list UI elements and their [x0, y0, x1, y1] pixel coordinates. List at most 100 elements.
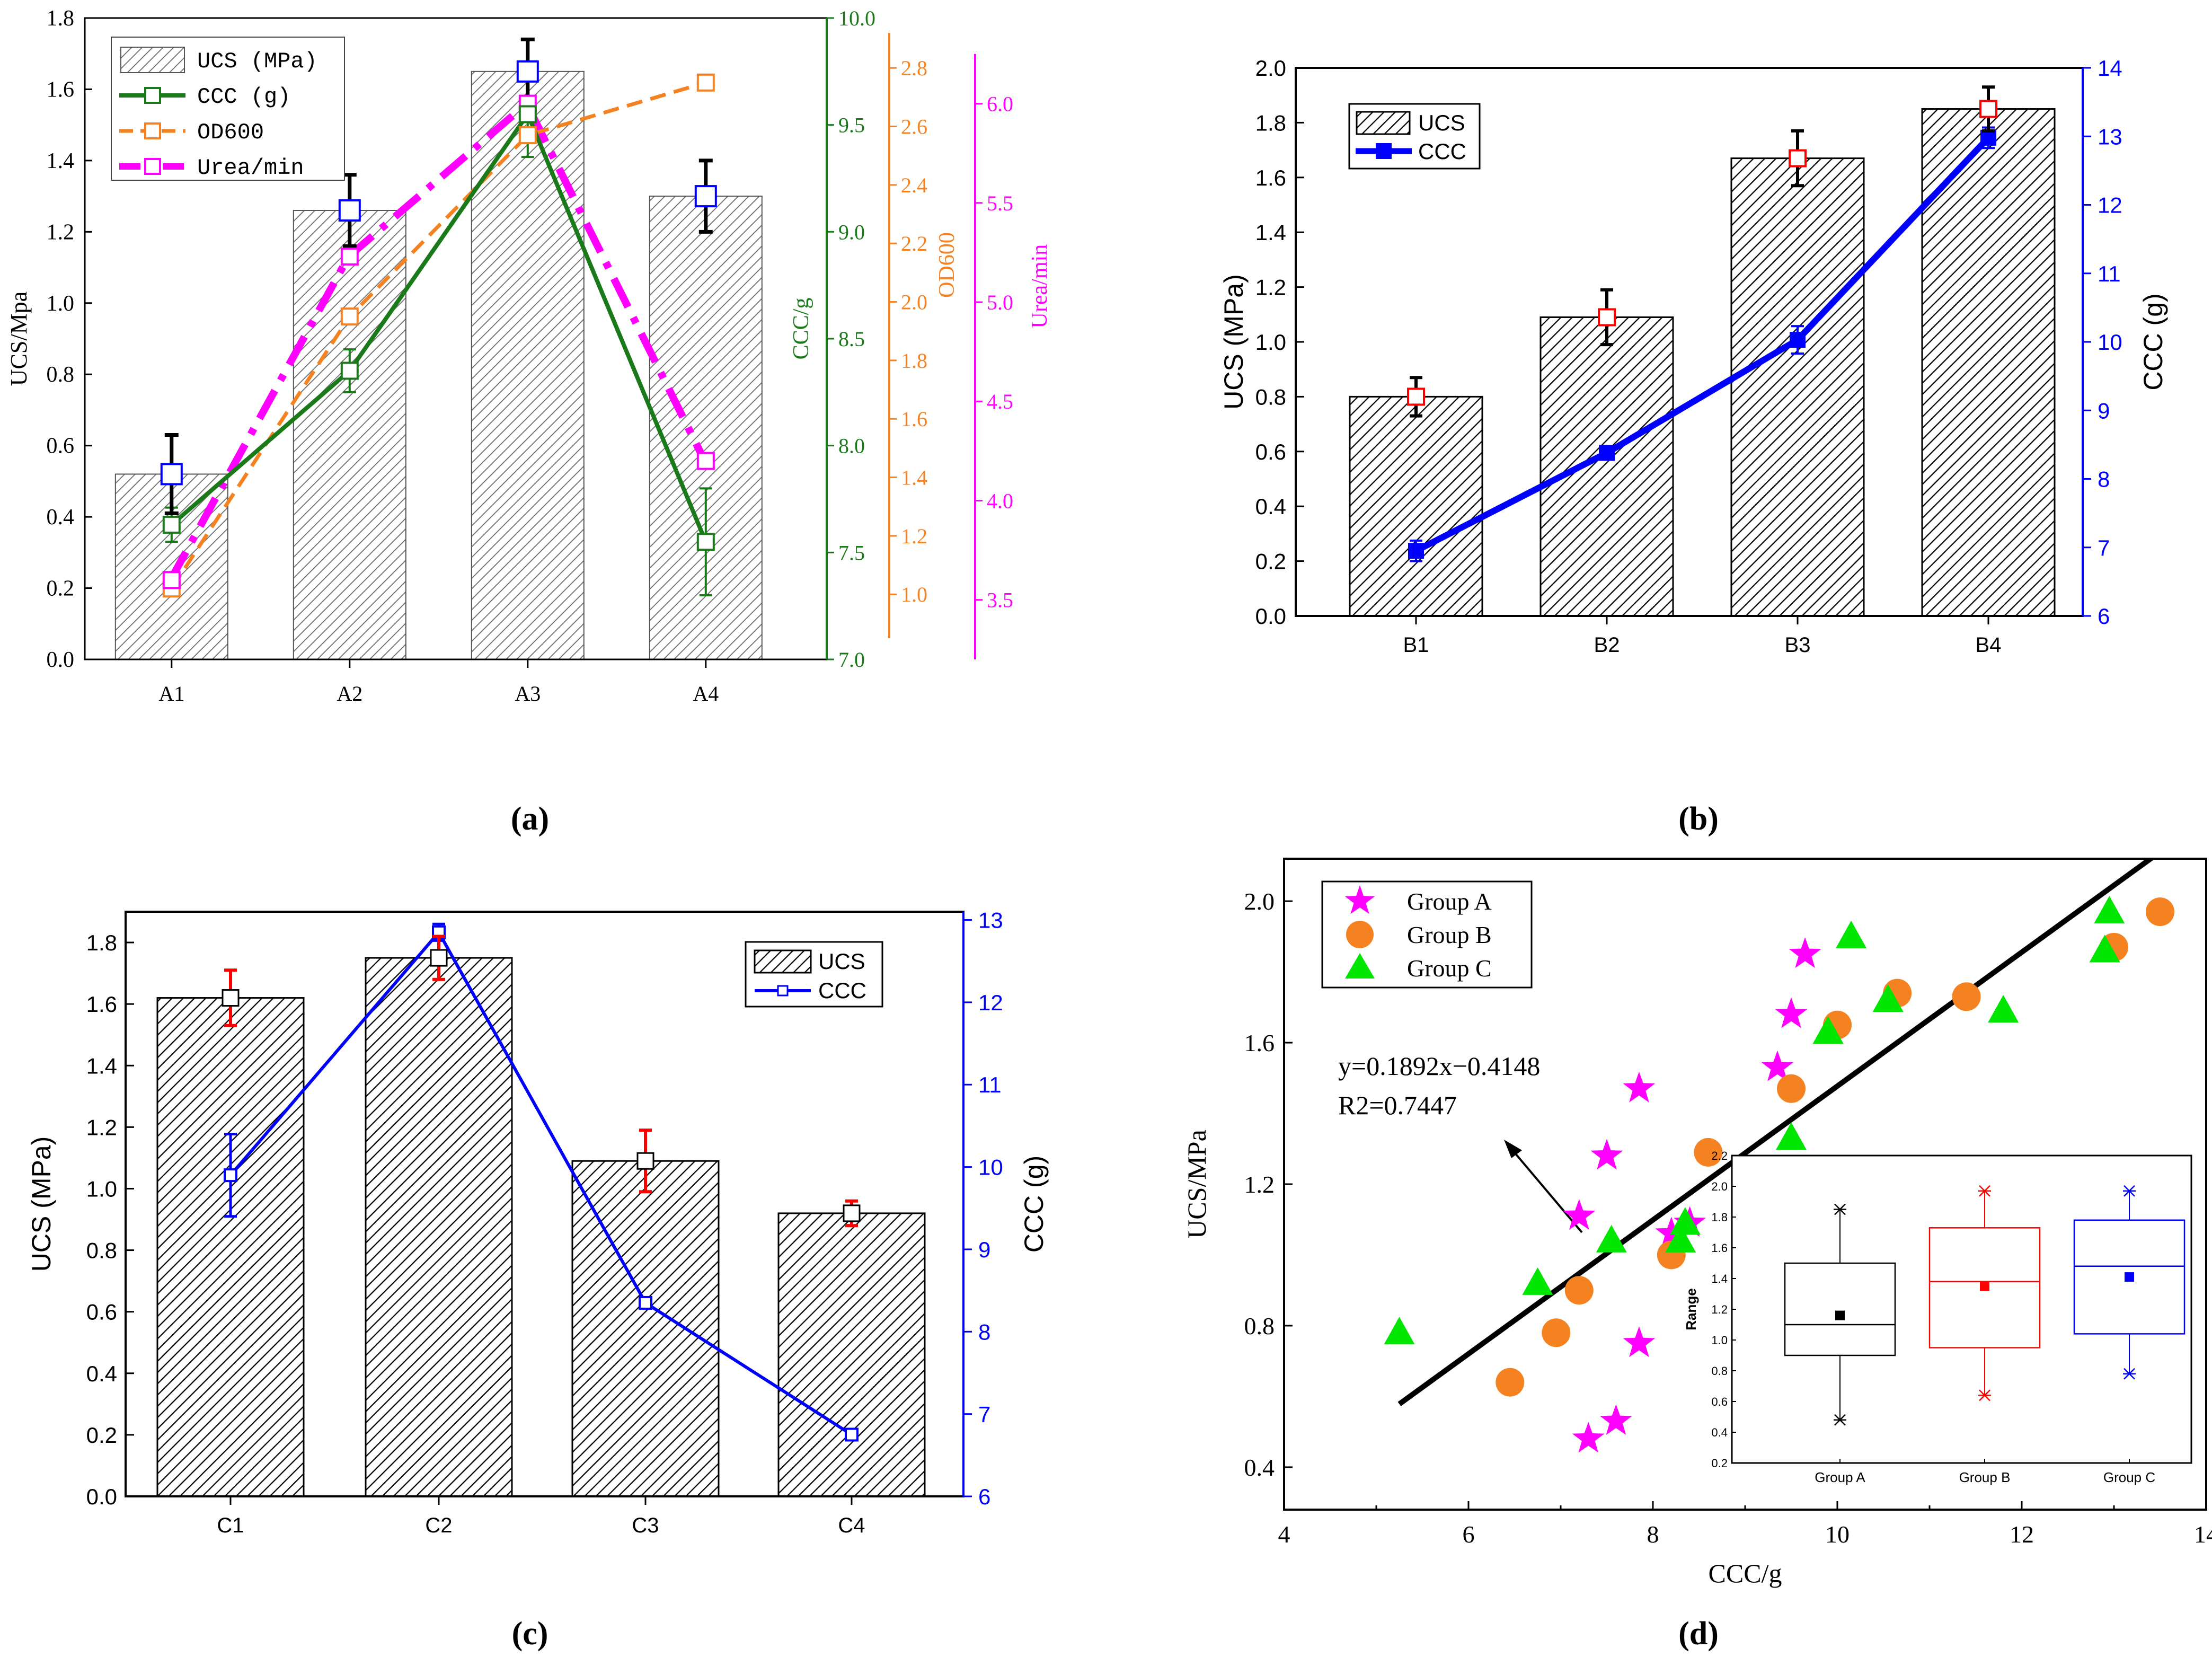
panel-a: 0.0 0.2 0.4 0.6 0.8 1.0 1.2 1.4 1.6 1.8 A1 A2 A3 A4 UC…: [6, 6, 1052, 837]
ccc-line: [229, 930, 853, 1436]
y2-tick-label: 10: [2098, 330, 2122, 355]
right-tick-label: 8.0: [838, 434, 865, 458]
x-tick-label: A3: [515, 682, 541, 706]
bar: [1921, 108, 2056, 617]
y-tick-label: 1.6: [1244, 1029, 1275, 1056]
y2-tick-label: 7: [2098, 535, 2110, 560]
legend: Group A Group B Group C: [1321, 880, 1533, 989]
group-b-point: [1694, 1138, 1723, 1167]
legend-label: UCS: [1418, 110, 1465, 135]
legend-marker: [1346, 921, 1374, 948]
group-c-point: [1669, 1207, 1701, 1235]
legend-marker: [1345, 953, 1375, 979]
ccc-marker: [340, 362, 359, 380]
ucs-marker: [694, 185, 717, 208]
right-tick-label: 9.0: [838, 220, 865, 244]
x-tick-label: A2: [337, 682, 362, 706]
y-tick-label: 1.2: [86, 1115, 117, 1140]
y-tick-label: 1.2: [47, 220, 75, 244]
y2-tick-label: 12: [978, 990, 1003, 1015]
right-tick-label: 2.0: [901, 290, 927, 314]
box: [1928, 1227, 2041, 1348]
legend-marker: [1376, 143, 1392, 159]
y-tick-label: 0.2: [1255, 549, 1286, 574]
x-tick-label: B1: [1403, 633, 1429, 657]
inset-y-tick-label: 2.2: [1711, 1149, 1728, 1162]
fit-r2: R2=0.7447: [1338, 1090, 1457, 1120]
group-b-point: [1564, 1276, 1594, 1305]
legend-marker: [777, 985, 789, 997]
ucs-marker: [222, 989, 240, 1007]
y2-tick-label: 8: [978, 1319, 990, 1344]
inset-y-tick-label: 0.2: [1711, 1457, 1728, 1470]
right-tick-label: 1.4: [901, 466, 927, 490]
legend-label: UCS (MPa): [197, 49, 317, 74]
ccc-marker: [845, 1427, 859, 1442]
annotation-arrow-head: [1504, 1140, 1522, 1158]
bar: [777, 1212, 926, 1497]
y-tick-label: 0.6: [86, 1300, 117, 1325]
group-a-point: [1599, 1404, 1632, 1435]
x-tick-label: B2: [1594, 633, 1620, 657]
od-line: [170, 81, 706, 590]
legend-label: UCS: [818, 949, 865, 974]
y-tick-label: 1.0: [47, 292, 75, 316]
y-tick-label: 0.0: [86, 1484, 117, 1509]
legend-marker: [144, 158, 161, 175]
inset-y-tick-label: 1.2: [1711, 1303, 1728, 1316]
bar: [1349, 395, 1483, 617]
y2-tick-label: 13: [978, 908, 1003, 933]
y-tick-label: 0.4: [47, 505, 75, 530]
y-tick-label: 0.6: [47, 434, 75, 459]
group-b-point: [1777, 1074, 1806, 1103]
y-tick-label: 1.8: [47, 6, 75, 31]
x-tick-label: B4: [1976, 633, 2002, 657]
inset-y-tick-label: 0.6: [1711, 1395, 1728, 1408]
group-a-point: [1775, 997, 1808, 1028]
y-tick-label: 1.6: [1255, 165, 1286, 190]
y-tick-label: 0.4: [1244, 1454, 1275, 1481]
x-tick-label: C1: [217, 1514, 244, 1537]
y2-tick-label: 12: [2098, 193, 2122, 218]
group-b-point: [2146, 897, 2174, 927]
ucs-marker: [516, 60, 539, 83]
group-c-point: [1596, 1224, 1627, 1253]
bar: [471, 70, 585, 660]
inset-x-tick-label: Group A: [1815, 1469, 1865, 1485]
right-tick-label: 1.0: [901, 583, 927, 606]
y-tick-label: 1.6: [47, 77, 75, 102]
right-tick-label: 3.5: [987, 588, 1013, 612]
bar: [1539, 316, 1674, 617]
x-tick-label: A1: [158, 682, 184, 706]
inset-y-tick-label: 0.4: [1711, 1426, 1728, 1439]
inset-boxplot: 0.2 0.4 0.6 0.8 1.0 1.2 1.4 1.6 1.8 2.0 2.2 Range Gr…: [1683, 1149, 2192, 1485]
legend-label: Group B: [1407, 921, 1492, 948]
y-tick-label: 1.8: [86, 930, 117, 955]
y-tick-label: 0.0: [47, 648, 75, 672]
y-axis-title: UCS/Mpa: [6, 292, 32, 386]
ccc-axis-title: CCC/g: [789, 298, 813, 360]
panel-d: 4 6 8 10 12 14 0.4 0.8 1.2 1.6 2.0 CCC/g UCS/MPa y=0.…: [1182, 858, 2212, 1652]
y-tick-label: 0.4: [1255, 494, 1286, 519]
y-tick-label: 1.2: [1255, 275, 1286, 300]
y-tick-label: 2.0: [1255, 56, 1286, 81]
ucs-marker: [1407, 387, 1425, 406]
ccc-marker: [1790, 332, 1806, 348]
ccc-marker: [518, 105, 537, 124]
y-axis-title: UCS (MPa): [26, 1136, 56, 1272]
x-tick-label: 8: [1647, 1521, 1659, 1548]
y2-tick-label: 6: [2098, 604, 2110, 629]
right-tick-label: 8.5: [838, 327, 865, 351]
od-marker: [518, 126, 537, 145]
ccc-line: [170, 112, 708, 543]
y-tick-label: 1.4: [1255, 220, 1286, 245]
x-tick-label: 12: [2010, 1521, 2034, 1548]
y2-tick-label: 8: [2098, 467, 2110, 492]
panel-label: (c): [512, 1616, 548, 1652]
inset-box: [2073, 1185, 2186, 1380]
y2-tick-label: 14: [2098, 56, 2122, 81]
y2-axis-title: CCC (g): [2138, 293, 2168, 390]
right-tick-label: 7.0: [838, 648, 865, 672]
legend-marker: [144, 122, 161, 139]
